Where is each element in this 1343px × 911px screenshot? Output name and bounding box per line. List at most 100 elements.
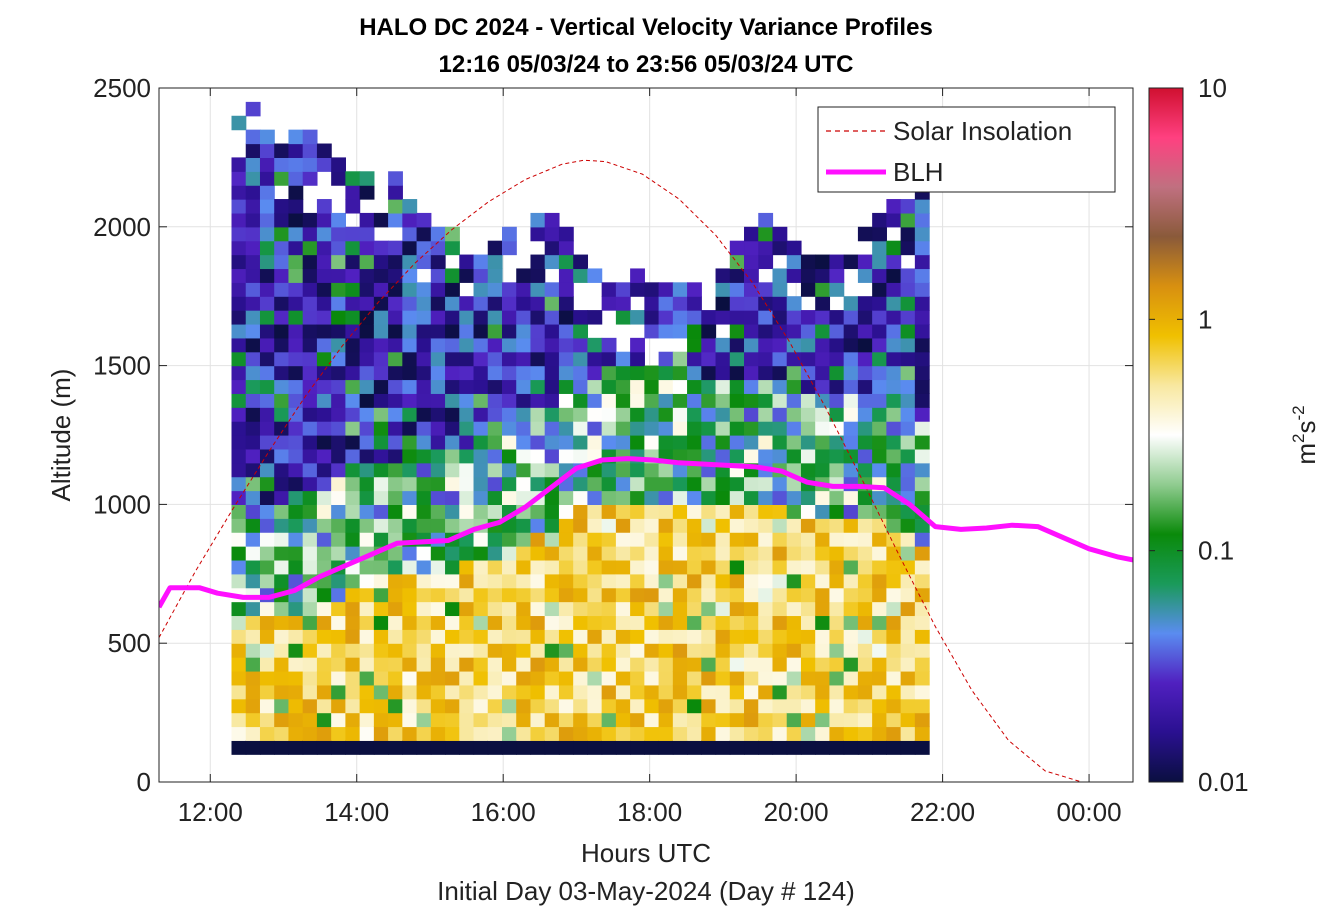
heatmap-cell xyxy=(516,698,532,714)
heatmap-cell xyxy=(288,476,304,492)
heatmap-cell xyxy=(501,407,517,422)
heatmap-cell xyxy=(516,337,532,353)
heatmap-cell xyxy=(302,518,318,533)
heatmap-cell xyxy=(800,643,816,658)
heatmap-cell xyxy=(800,323,816,339)
heatmap-cell xyxy=(274,240,290,256)
heatmap-cell xyxy=(857,643,873,658)
heatmap-cell xyxy=(786,296,802,311)
heatmap-cell xyxy=(430,476,446,492)
heatmap-cell xyxy=(302,684,318,700)
heatmap-cell xyxy=(914,268,930,283)
heatmap-cell xyxy=(430,546,446,561)
heatmap-cell xyxy=(473,351,489,367)
heatmap-cell xyxy=(402,226,418,242)
heatmap-cell xyxy=(473,282,489,297)
colorbar-tick-label: 1 xyxy=(1198,304,1212,334)
heatmap-cell xyxy=(359,365,375,381)
heatmap-cell xyxy=(744,657,759,672)
heatmap-cell xyxy=(316,643,332,658)
heatmap-cell xyxy=(615,657,631,672)
heatmap-cell xyxy=(345,337,361,353)
heatmap-cell xyxy=(274,212,290,228)
heatmap-cell xyxy=(388,421,403,436)
heatmap-cell xyxy=(786,657,802,672)
heatmap-cell xyxy=(772,421,788,436)
heatmap-cell xyxy=(274,435,290,450)
heatmap-cell xyxy=(359,435,375,450)
heatmap-cell xyxy=(345,421,361,436)
heatmap-cell xyxy=(473,712,489,728)
heatmap-cell xyxy=(373,712,389,728)
heatmap-cell xyxy=(630,310,645,325)
heatmap-cell xyxy=(729,337,745,353)
heatmap-cell xyxy=(501,546,517,561)
heatmap-cell xyxy=(744,296,759,311)
heatmap-cell xyxy=(772,365,788,381)
heatmap-cell xyxy=(388,698,403,714)
heatmap-cell xyxy=(687,462,702,478)
heatmap-cell xyxy=(886,601,902,617)
heatmap-cell xyxy=(231,448,247,464)
heatmap-cell xyxy=(914,212,930,228)
heatmap-cell xyxy=(886,337,902,353)
heatmap-cell xyxy=(331,421,346,436)
heatmap-cell xyxy=(914,296,930,311)
heatmap-cell xyxy=(288,185,304,200)
heatmap-cell xyxy=(345,573,361,589)
heatmap-cell xyxy=(345,268,361,283)
heatmap-cell xyxy=(373,518,389,533)
heatmap-cell xyxy=(516,351,532,367)
heatmap-cell xyxy=(729,532,745,547)
heatmap-cell xyxy=(644,587,660,603)
heatmap-cell xyxy=(630,407,645,422)
heatmap-cell xyxy=(430,407,446,422)
heatmap-cell xyxy=(245,490,261,505)
heatmap-cell xyxy=(843,615,859,630)
heatmap-cell xyxy=(373,268,389,283)
heatmap-cell xyxy=(744,351,759,367)
heatmap-cell xyxy=(843,698,859,714)
heatmap-cell xyxy=(245,351,261,367)
heatmap-cell xyxy=(687,657,702,672)
heatmap-cell xyxy=(331,643,346,658)
heatmap-cell xyxy=(744,504,759,519)
heatmap-cell xyxy=(744,435,759,450)
heatmap-cell xyxy=(544,601,560,617)
heatmap-cell xyxy=(416,615,432,630)
heatmap-cell xyxy=(729,518,745,533)
heatmap-cell xyxy=(516,407,532,422)
heatmap-cell xyxy=(644,573,660,589)
heatmap-cell xyxy=(701,532,717,547)
heatmap-cell xyxy=(587,573,603,589)
heatmap-cell xyxy=(857,504,873,519)
heatmap-cell xyxy=(530,212,546,228)
heatmap-cell xyxy=(544,407,560,422)
heatmap-cell xyxy=(487,587,503,603)
heatmap-cell xyxy=(501,587,517,603)
heatmap-cell xyxy=(900,199,916,214)
heatmap-cell xyxy=(259,310,275,325)
heatmap-cell xyxy=(558,351,574,367)
heatmap-cell xyxy=(430,282,446,297)
heatmap-cell xyxy=(615,559,631,575)
heatmap-cell xyxy=(316,518,332,533)
heatmap-cell xyxy=(459,670,475,686)
heatmap-cell xyxy=(872,490,887,505)
heatmap-cell xyxy=(630,282,645,297)
heatmap-cell xyxy=(416,240,432,256)
heatmap-cell xyxy=(373,310,389,325)
y-tick-label: 0 xyxy=(137,767,151,797)
heatmap-cell xyxy=(345,365,361,381)
heatmap-cell xyxy=(274,296,290,311)
heatmap-cell xyxy=(701,448,717,464)
heatmap-cell xyxy=(302,587,318,603)
heatmap-cell xyxy=(744,518,759,533)
heatmap-cell xyxy=(245,212,261,228)
heatmap-cell xyxy=(587,337,603,353)
heatmap-cell xyxy=(402,740,418,755)
heatmap-cell xyxy=(687,546,702,561)
heatmap-cell xyxy=(501,240,517,256)
